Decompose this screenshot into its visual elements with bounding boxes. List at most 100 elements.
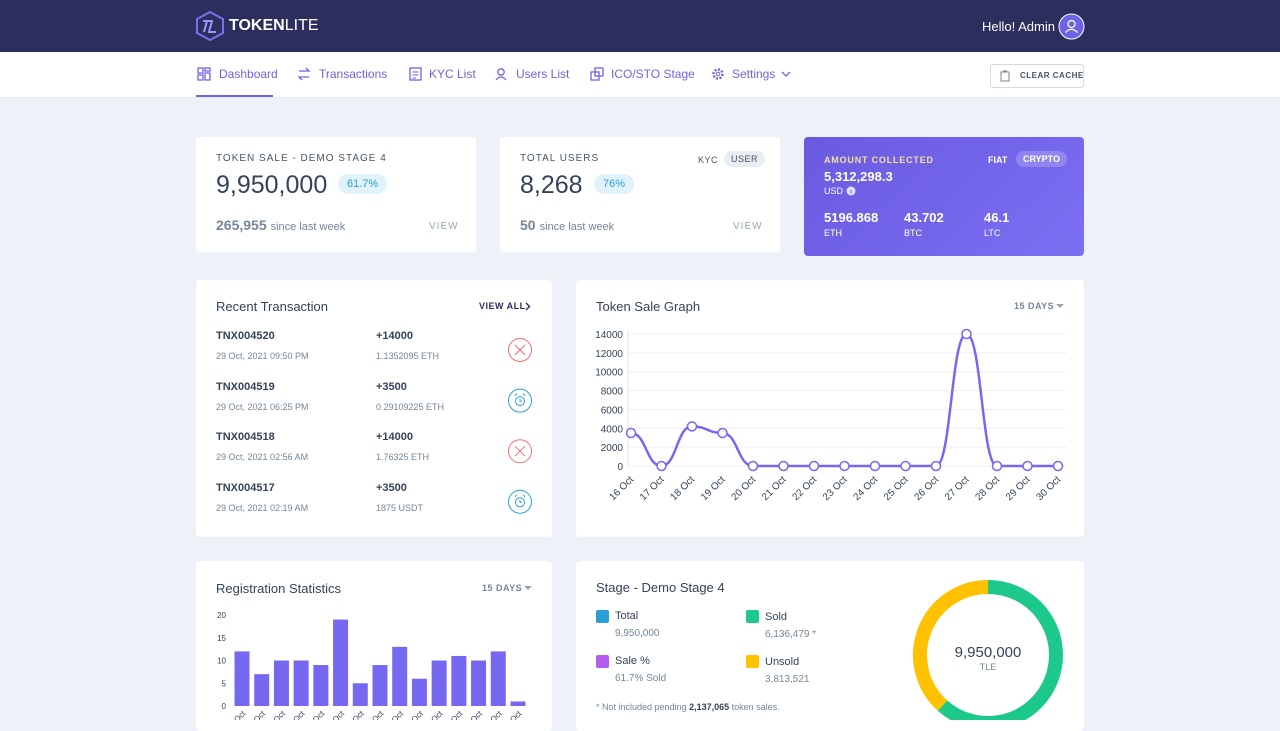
donut-center-unit: TLE xyxy=(980,662,997,672)
legend-swatch xyxy=(596,655,609,668)
transaction-id: TNX004518 xyxy=(216,431,275,444)
bar xyxy=(234,651,250,706)
status-icon xyxy=(515,497,525,508)
stage-note: * Not included pending 2,137,065 token s… xyxy=(596,702,780,712)
bar xyxy=(490,651,506,706)
point xyxy=(961,328,972,340)
card-value: 9,950,000 xyxy=(216,171,328,199)
view-all-link[interactable]: VIEW ALL xyxy=(479,301,526,311)
card-value: 8,268 xyxy=(520,171,583,199)
legend-swatch xyxy=(746,610,759,623)
tab[interactable]: KYC xyxy=(698,155,719,165)
x-tick-label: 30 Oct xyxy=(500,709,524,720)
legend-label: Unsold xyxy=(765,656,799,668)
x-tick-label: 16 Oct xyxy=(224,709,248,720)
token-sale-card: TOKEN SALE - DEMO STAGE 4 9,950,000 61.7… xyxy=(196,137,476,252)
users-card: TOTAL USERS KYC USER 8,268 76% 50 since l… xyxy=(500,137,780,252)
transaction-date: 29 Oct, 2021 02:19 AM xyxy=(216,502,309,513)
bar xyxy=(254,674,270,706)
card-title: TOKEN SALE - DEMO STAGE 4 xyxy=(216,153,387,164)
card-heading: Token Sale Graph xyxy=(596,299,701,314)
brand-b: LITE xyxy=(284,17,319,34)
transaction-crypto: 1.76325 ETH xyxy=(376,452,430,463)
note-number: 2,137,065 xyxy=(689,702,730,712)
point xyxy=(930,460,942,472)
info-icon[interactable] xyxy=(846,186,856,196)
tab[interactable]: FIAT xyxy=(988,155,1008,165)
nav-item[interactable]: Settings xyxy=(732,67,776,81)
clear-cache-button[interactable]: CLEAR CACHE xyxy=(990,64,1084,88)
change-value: 265,955 xyxy=(216,217,267,233)
transaction-date: 29 Oct, 2021 02:56 AM xyxy=(216,452,309,463)
nav-item[interactable]: KYC List xyxy=(429,67,476,81)
greeting[interactable]: Hello! Admin xyxy=(982,19,1055,34)
nav-item[interactable]: Dashboard xyxy=(219,67,278,81)
tab-active[interactable]: USER xyxy=(724,151,766,167)
x-tick-label: 28 Oct xyxy=(974,474,1003,503)
view-link[interactable]: VIEW xyxy=(429,221,459,232)
donut-segment xyxy=(937,580,1063,720)
point xyxy=(625,427,637,439)
nav-icon xyxy=(495,68,507,81)
period-dropdown[interactable]: 15 DAYS xyxy=(482,583,523,593)
nav-icon xyxy=(590,67,604,81)
status-icon xyxy=(508,489,532,514)
legend-value: 3,813,521 xyxy=(765,674,810,685)
change-value: 50 xyxy=(520,217,536,233)
card-title: TOTAL USERS xyxy=(520,153,600,164)
transaction-amount: +3500 xyxy=(376,481,407,494)
legend-value: 6,136,479 * xyxy=(765,629,816,640)
point xyxy=(778,460,789,472)
card-heading: Recent Transaction xyxy=(216,299,329,314)
donut-center-value: 9,950,000 xyxy=(955,644,1022,661)
x-tick-label: 20 Oct xyxy=(303,709,327,720)
nav-icon xyxy=(712,68,724,80)
nav-icon xyxy=(297,67,311,81)
x-tick-label: 25 Oct xyxy=(402,709,426,720)
bar xyxy=(352,683,368,706)
dropdown-caret xyxy=(524,586,532,590)
y-tick-label: 4000 xyxy=(601,424,624,435)
status-icon xyxy=(508,388,532,413)
crypto-unit: BTC xyxy=(904,228,922,238)
tab-active[interactable]: CRYPTO xyxy=(1016,151,1068,167)
y-tick-label: 15 xyxy=(217,634,226,643)
y-tick-label: 2000 xyxy=(601,443,624,454)
button-label: CLEAR CACHE xyxy=(1020,71,1084,80)
y-tick-label: 14000 xyxy=(595,330,623,341)
brand[interactable]: TOKENLITE xyxy=(229,17,319,35)
card-badge: 76% xyxy=(594,174,635,194)
legend-value: 9,950,000 xyxy=(615,628,660,639)
legend-value: 61.7% Sold xyxy=(615,673,667,684)
change-text: since last week xyxy=(270,221,346,233)
point xyxy=(1022,460,1033,472)
bar xyxy=(372,665,388,706)
x-tick-label: 29 Oct xyxy=(1004,474,1033,503)
bar xyxy=(333,619,349,706)
x-tick-label: 22 Oct xyxy=(343,709,367,720)
point xyxy=(808,460,820,472)
x-tick-label: 27 Oct xyxy=(943,474,972,503)
brand-a: TOKEN xyxy=(229,17,285,34)
crypto-value: 5196.868 xyxy=(824,210,879,225)
nav-item[interactable]: Transactions xyxy=(319,67,388,81)
chevron xyxy=(525,302,531,311)
y-tick-label: 10 xyxy=(217,657,226,666)
transaction-crypto: 1.1352095 ETH xyxy=(376,351,440,361)
y-tick-label: 0 xyxy=(617,462,623,473)
nav-item[interactable]: ICO/STO Stage xyxy=(611,67,695,81)
legend-label: Sold xyxy=(765,611,787,623)
nav-item[interactable]: Users List xyxy=(516,67,570,81)
period-dropdown[interactable]: 15 DAYS xyxy=(1014,301,1055,311)
card-change: 50 since last week xyxy=(520,217,614,233)
bar xyxy=(471,660,487,706)
view-link[interactable]: VIEW xyxy=(733,221,763,232)
avatar[interactable] xyxy=(1058,13,1085,40)
card-change: 265,955 since last week xyxy=(216,217,345,233)
transaction-amount: +3500 xyxy=(376,380,407,393)
transaction-crypto: 0.29109225 ETH xyxy=(376,401,445,412)
transaction-id: TNX004519 xyxy=(216,380,275,393)
transaction-id: TNX004517 xyxy=(216,481,275,494)
x-tick-label: 20 Oct xyxy=(730,474,759,503)
x-tick-label: 21 Oct xyxy=(323,709,347,720)
